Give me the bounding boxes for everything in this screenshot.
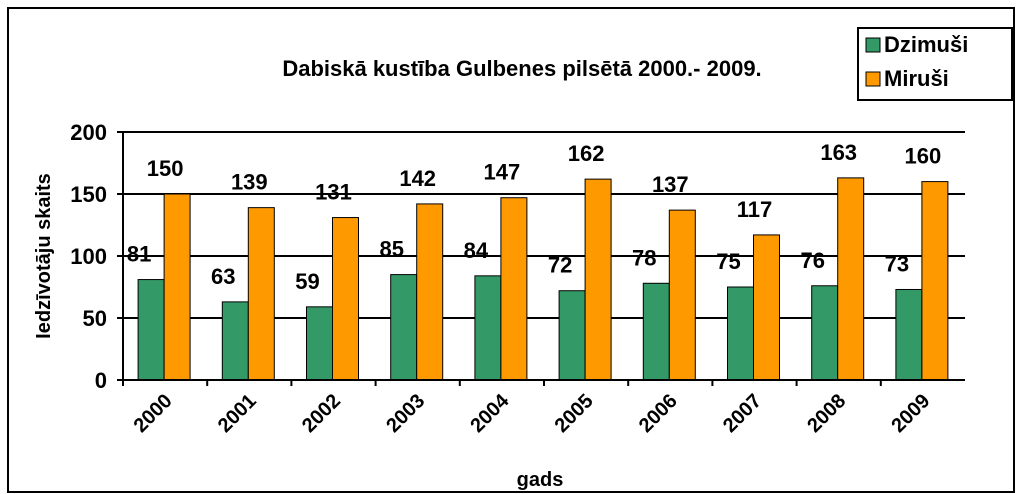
data-label: 59 xyxy=(295,269,319,294)
bar xyxy=(668,209,696,381)
chart-title: Dabiskā kustība Gulbenes pilsētā 2000.- … xyxy=(282,56,761,81)
bar xyxy=(137,279,165,381)
y-tick-label: 150 xyxy=(70,182,107,207)
bar xyxy=(584,178,612,381)
bar xyxy=(837,177,865,381)
legend-swatch xyxy=(865,71,881,87)
bar xyxy=(642,282,670,381)
data-label: 75 xyxy=(716,249,740,274)
x-axis-label: gads xyxy=(517,469,564,491)
legend-box xyxy=(857,27,1013,101)
data-label: 85 xyxy=(379,237,403,262)
bar xyxy=(727,286,754,381)
bar xyxy=(921,181,949,381)
y-tick-label: 0 xyxy=(95,368,107,393)
bar xyxy=(416,203,444,381)
y-tick-label: 50 xyxy=(83,306,107,331)
bar xyxy=(558,290,586,381)
bar xyxy=(221,301,249,381)
data-label: 78 xyxy=(632,245,656,270)
bar xyxy=(474,275,502,381)
data-label: 160 xyxy=(905,144,942,169)
legend-label: Miruši xyxy=(884,66,949,91)
bar xyxy=(163,193,191,381)
y-tick-label: 200 xyxy=(70,120,107,145)
legend-label: Dzimuši xyxy=(884,32,968,57)
y-axis-label: Iedzīvotāju skaits xyxy=(33,173,55,339)
data-label: 131 xyxy=(315,180,352,205)
data-label: 117 xyxy=(737,197,773,222)
data-label: 81 xyxy=(127,242,151,267)
y-tick-label: 100 xyxy=(70,244,107,269)
data-label: 139 xyxy=(231,170,268,195)
data-label: 142 xyxy=(399,166,436,191)
data-label: 163 xyxy=(820,140,857,165)
data-label: 63 xyxy=(211,264,235,289)
bar xyxy=(895,288,923,381)
legend-swatch xyxy=(865,37,881,53)
bar xyxy=(500,197,528,381)
data-label: 72 xyxy=(548,253,572,278)
bar xyxy=(390,274,418,381)
data-label: 84 xyxy=(464,238,489,263)
data-label: 73 xyxy=(885,251,909,276)
data-label: 137 xyxy=(652,172,689,197)
bar xyxy=(753,234,780,381)
bar xyxy=(306,306,333,381)
bar xyxy=(332,217,359,381)
data-label: 150 xyxy=(147,156,184,181)
data-label: 76 xyxy=(800,248,824,273)
bar xyxy=(811,285,839,381)
data-label: 147 xyxy=(484,160,521,185)
bar xyxy=(247,207,275,381)
data-label: 162 xyxy=(568,141,605,166)
